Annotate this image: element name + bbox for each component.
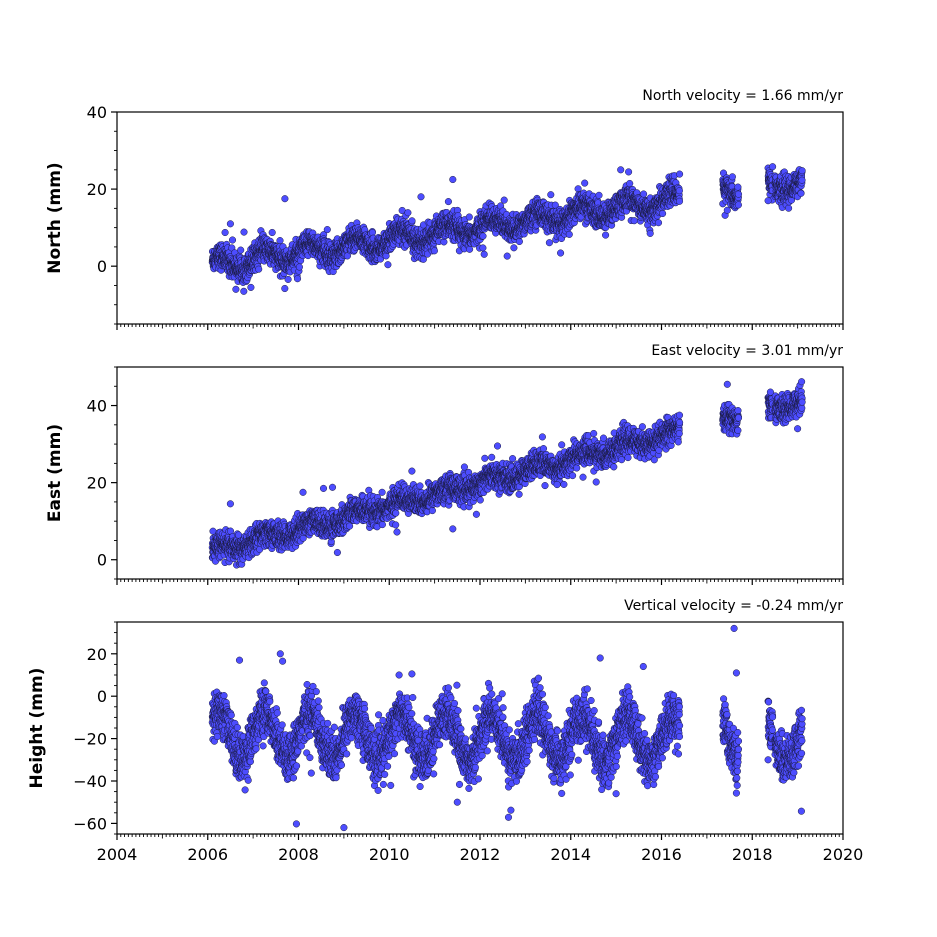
north-point — [675, 197, 684, 205]
north-point — [255, 265, 263, 273]
north-point — [384, 261, 392, 269]
north-point — [281, 284, 289, 293]
north-point — [734, 190, 743, 198]
north-point — [769, 163, 777, 171]
north-point — [295, 263, 303, 271]
north-xticks — [116, 324, 844, 330]
north-point — [602, 231, 610, 239]
north-point — [430, 247, 438, 255]
north-outlier-point — [417, 193, 425, 201]
north-point — [404, 209, 412, 217]
north-point — [237, 246, 245, 254]
north-point — [574, 185, 582, 193]
north-yticks: 0 20 40 — [87, 103, 117, 325]
north-point — [547, 191, 555, 199]
north-point — [565, 230, 573, 238]
east-points — [208, 378, 806, 569]
north-point — [734, 183, 742, 191]
north-point — [581, 179, 589, 187]
north-ytick-label: 40 — [87, 103, 107, 122]
north-outlier-point — [723, 206, 731, 214]
panel-east: East velocity = 3.01 mm/yr East (mm) 020… — [45, 343, 844, 585]
north-point — [444, 198, 452, 206]
north-point — [500, 196, 508, 204]
north-point — [675, 187, 683, 195]
north-point — [630, 217, 638, 225]
north-point — [466, 245, 474, 253]
north-point — [323, 226, 331, 234]
north-point — [276, 237, 284, 245]
north-point — [676, 170, 684, 178]
north-point — [626, 179, 634, 188]
east-ylabel: East (mm) — [45, 424, 65, 522]
north-point — [465, 213, 473, 221]
north-point — [240, 287, 248, 295]
north-point — [232, 285, 240, 293]
north-point — [479, 244, 487, 252]
north-point — [734, 201, 742, 209]
north-ytick-label: 20 — [87, 180, 107, 199]
north-point — [797, 189, 805, 197]
north-point — [479, 232, 487, 240]
north-outlier-point — [281, 195, 289, 203]
north-point — [557, 249, 565, 257]
north-points — [208, 163, 806, 295]
north-point — [268, 228, 276, 237]
north-point — [595, 191, 603, 199]
east-title: East velocity = 3.01 mm/yr — [651, 343, 843, 359]
north-point — [503, 252, 511, 260]
north-ylabel: North (mm) — [45, 162, 65, 273]
north-outlier-point — [764, 197, 772, 205]
north-outlier-point — [226, 220, 234, 228]
north-outlier-point — [646, 229, 654, 237]
north-title: North velocity = 1.66 mm/yr — [642, 88, 843, 104]
north-point — [221, 228, 229, 237]
north-point — [284, 275, 292, 283]
north-point — [659, 209, 667, 218]
north-point — [728, 173, 736, 181]
north-point — [798, 167, 806, 175]
north-point — [228, 236, 237, 244]
north-point — [515, 237, 523, 246]
north-ytick-label: 0 — [97, 257, 107, 276]
panel-north: North velocity = 1.66 mm/yr North (mm) 0… — [45, 88, 844, 330]
north-point — [240, 228, 248, 236]
north-outlier-point — [617, 166, 625, 174]
north-point — [408, 217, 416, 225]
north-point — [785, 204, 793, 212]
north-point — [798, 176, 806, 184]
north-point — [625, 168, 633, 176]
north-point — [654, 219, 663, 227]
north-outlier-point — [449, 175, 457, 184]
north-point — [510, 244, 518, 252]
north-outlier-point — [247, 283, 255, 291]
north-point — [545, 239, 553, 247]
north-point — [480, 250, 488, 258]
north-point — [293, 275, 302, 283]
north-point — [640, 190, 648, 198]
